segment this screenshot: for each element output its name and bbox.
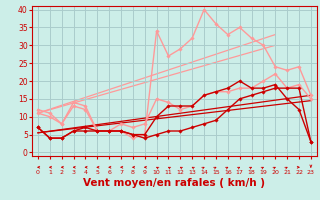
X-axis label: Vent moyen/en rafales ( km/h ): Vent moyen/en rafales ( km/h ) xyxy=(84,178,265,188)
